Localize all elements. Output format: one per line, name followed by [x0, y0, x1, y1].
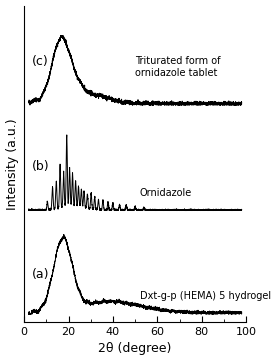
Text: Triturated form of
ornidazole tablet: Triturated form of ornidazole tablet — [135, 56, 221, 78]
Y-axis label: Intensity (a.u.): Intensity (a.u.) — [6, 118, 19, 210]
Text: (b): (b) — [32, 160, 49, 173]
Text: Ornidazole: Ornidazole — [140, 188, 192, 198]
Text: (c): (c) — [32, 55, 49, 68]
X-axis label: 2θ (degree): 2θ (degree) — [98, 343, 172, 356]
Text: Dxt-g-p (HEMA) 5 hydrogel: Dxt-g-p (HEMA) 5 hydrogel — [140, 291, 271, 301]
Text: (a): (a) — [32, 268, 49, 281]
